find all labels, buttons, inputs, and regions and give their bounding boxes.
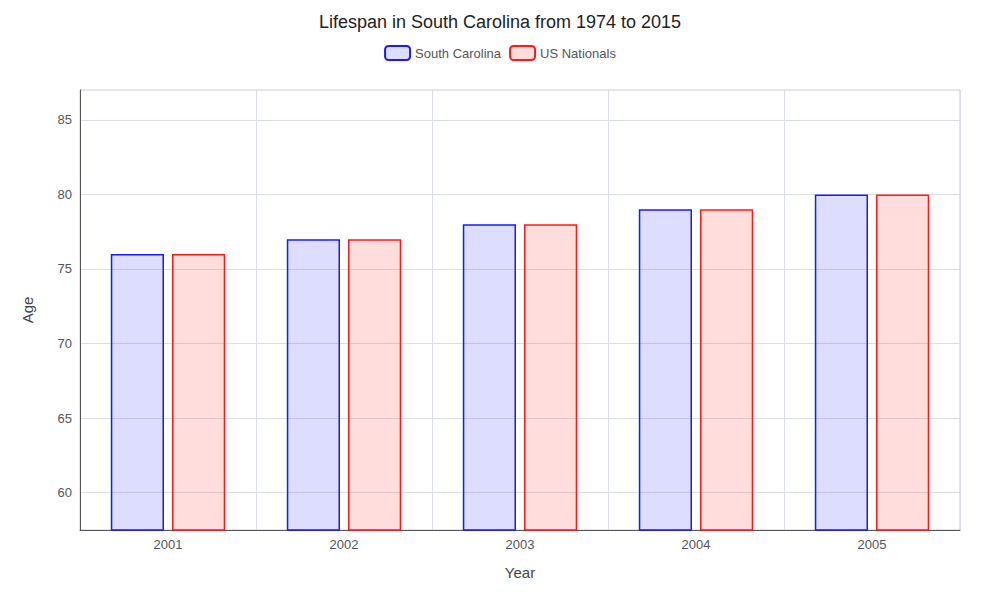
svg-text:Lifespan in South Carolina fro: Lifespan in South Carolina from 1974 to … [319, 12, 681, 32]
svg-text:75: 75 [58, 261, 72, 276]
svg-text:US Nationals: US Nationals [540, 46, 616, 61]
svg-text:2001: 2001 [154, 537, 183, 552]
svg-text:2004: 2004 [682, 537, 711, 552]
svg-text:2003: 2003 [506, 537, 535, 552]
svg-text:Year: Year [505, 564, 535, 581]
svg-text:85: 85 [58, 112, 72, 127]
svg-text:80: 80 [58, 187, 72, 202]
svg-text:65: 65 [58, 411, 72, 426]
svg-text:60: 60 [58, 485, 72, 500]
svg-text:2005: 2005 [858, 537, 887, 552]
svg-text:Age: Age [19, 297, 36, 324]
svg-text:2002: 2002 [330, 537, 359, 552]
svg-text:South Carolina: South Carolina [415, 46, 502, 61]
svg-text:70: 70 [58, 336, 72, 351]
